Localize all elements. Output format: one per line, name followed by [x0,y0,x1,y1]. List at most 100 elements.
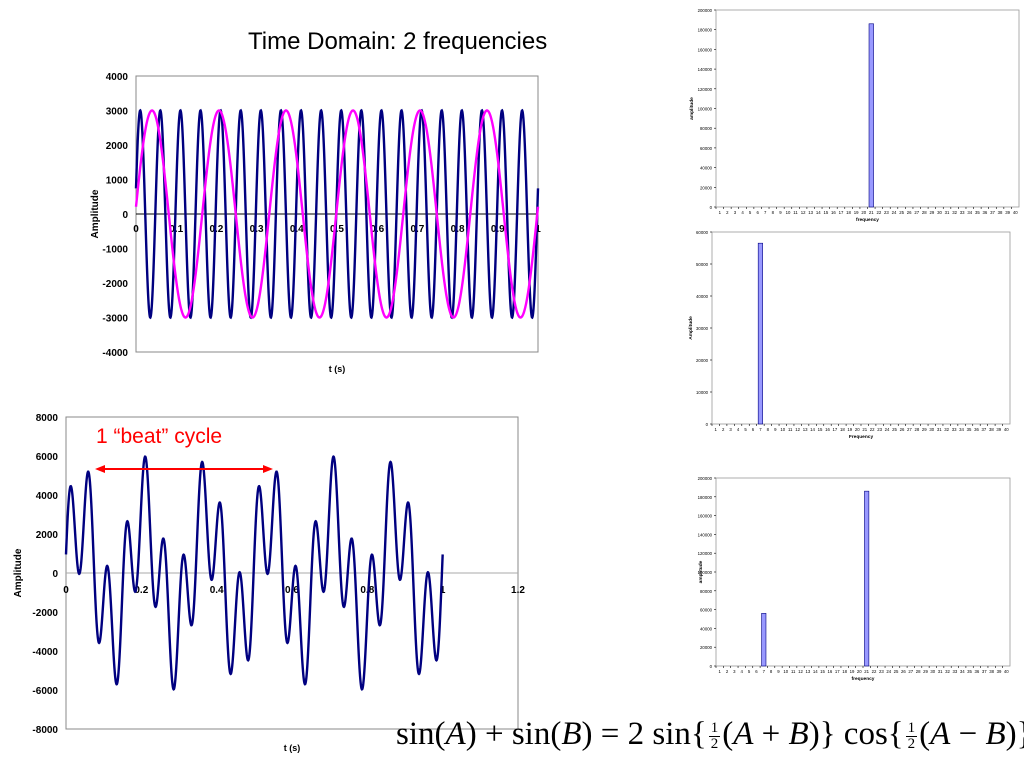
y-tick-label-5: 180000 [698,495,713,500]
x-tick-label-4: 1 [715,427,718,432]
x-tick-label-4: 37 [982,427,987,432]
x-tick-label-5: 22 [872,669,877,674]
formula-sin-a: sin [396,716,435,752]
y-tick-label-5: 0 [710,664,713,669]
x-tick-label-3: 20 [861,210,866,215]
y-tick-label-3: 40000 [700,166,713,171]
y-tick-label-4: 10000 [696,390,709,395]
x-axis-title-2: t (s) [284,743,301,753]
x-tick-label-5: 1 [718,669,721,674]
plot-area-3 [715,9,1020,208]
x-tick-label-4: 40 [1004,427,1009,432]
x-tick-label-2: 1.2 [511,585,525,596]
x-tick-label-1: 1 [535,224,541,235]
y-tick-label-3: 60000 [700,146,713,151]
formula-cos: cos [843,716,888,752]
x-tick-label-3: 16 [831,210,836,215]
y-tick-label-5: 60000 [700,608,713,613]
x-tick-label-4: 7 [759,427,762,432]
beat-arrow-head-right [263,465,273,473]
x-tick-label-4: 28 [914,427,919,432]
x-tick-label-5: 15 [820,669,825,674]
x-tick-label-3: 30 [937,210,942,215]
x-tick-label-3: 38 [998,210,1003,215]
bar-7-chart-5 [761,613,767,667]
x-tick-label-4: 26 [900,427,905,432]
x-tick-label-3: 33 [960,210,965,215]
x-tick-label-5: 19 [850,669,855,674]
x-tick-label-5: 4 [741,669,744,674]
x-tick-label-4: 30 [929,427,934,432]
x-tick-label-5: 5 [748,669,751,674]
x-tick-label-4: 10 [780,427,785,432]
x-tick-label-1: 0 [133,224,139,235]
y-tick-label-4: 40000 [696,294,709,299]
y-tick-label-5: 160000 [698,514,713,519]
y-tick-label-5: 40000 [700,626,713,631]
x-tick-label-4: 27 [907,427,912,432]
x-tick-label-5: 35 [967,669,972,674]
x-tick-label-4: 11 [788,427,793,432]
y-tick-label-1: 0 [122,210,128,221]
y-tick-label-1: -2000 [102,279,128,290]
x-tick-label-5: 21 [864,669,869,674]
x-tick-label-3: 40 [1013,210,1018,215]
y-tick-label-2: 6000 [36,452,59,463]
plot-area-4 [711,231,1011,425]
x-tick-label-5: 16 [828,669,833,674]
x-tick-label-4: 5 [744,427,747,432]
y-tick-label-3: 100000 [698,107,713,112]
x-axis-title-4: Frequency [849,434,874,440]
x-tick-label-4: 13 [803,427,808,432]
x-tick-label-3: 18 [846,210,851,215]
x-tick-label-2: 1 [440,585,446,596]
x-tick-label-4: 15 [818,427,823,432]
x-tick-label-4: 32 [944,427,949,432]
x-tick-label-3: 3 [734,210,737,215]
x-tick-label-3: 11 [793,210,798,215]
x-tick-label-1: 0.5 [330,224,344,235]
y-tick-label-2: -4000 [32,647,58,658]
x-tick-label-3: 21 [869,210,874,215]
x-tick-label-4: 33 [952,427,957,432]
x-tick-label-3: 12 [801,210,806,215]
formula-a: A [445,716,466,752]
x-tick-label-5: 37 [982,669,987,674]
x-tick-label-4: 36 [974,427,979,432]
x-tick-label-4: 18 [840,427,845,432]
y-axis-title-3: amplitude [689,97,695,120]
y-tick-label-3: 180000 [698,28,713,33]
y-tick-label-1: 4000 [106,72,129,83]
x-tick-label-4: 24 [885,427,890,432]
x-tick-label-1: 0.4 [290,224,304,235]
x-tick-label-5: 6 [755,669,758,674]
x-tick-label-4: 39 [996,427,1001,432]
x-tick-label-5: 24 [886,669,891,674]
y-tick-label-5: 120000 [698,551,713,556]
x-tick-label-5: 11 [791,669,796,674]
y-tick-label-1: -1000 [102,245,128,256]
x-tick-label-1: 0.3 [250,224,264,235]
x-tick-label-3: 10 [786,210,791,215]
x-tick-label-5: 3 [733,669,736,674]
x-tick-label-4: 8 [767,427,770,432]
series-line-chart-2 [64,455,444,691]
x-tick-label-4: 38 [989,427,994,432]
y-tick-label-3: 140000 [698,67,713,72]
y-tick-label-4: 30000 [696,326,709,331]
bar-21-chart-3 [868,23,874,208]
series-line-2-chart-1 [134,109,540,319]
x-tick-label-4: 19 [847,427,852,432]
x-tick-label-3: 19 [854,210,859,215]
x-tick-label-3: 25 [899,210,904,215]
formula-plus: + [484,716,504,752]
x-tick-label-5: 29 [923,669,928,674]
x-tick-label-4: 29 [922,427,927,432]
x-tick-label-5: 2 [726,669,729,674]
x-tick-label-4: 4 [737,427,740,432]
x-tick-label-5: 7 [763,669,766,674]
x-tick-label-3: 29 [929,210,934,215]
x-tick-label-3: 26 [907,210,912,215]
beat-arrow-head-left [95,465,105,473]
